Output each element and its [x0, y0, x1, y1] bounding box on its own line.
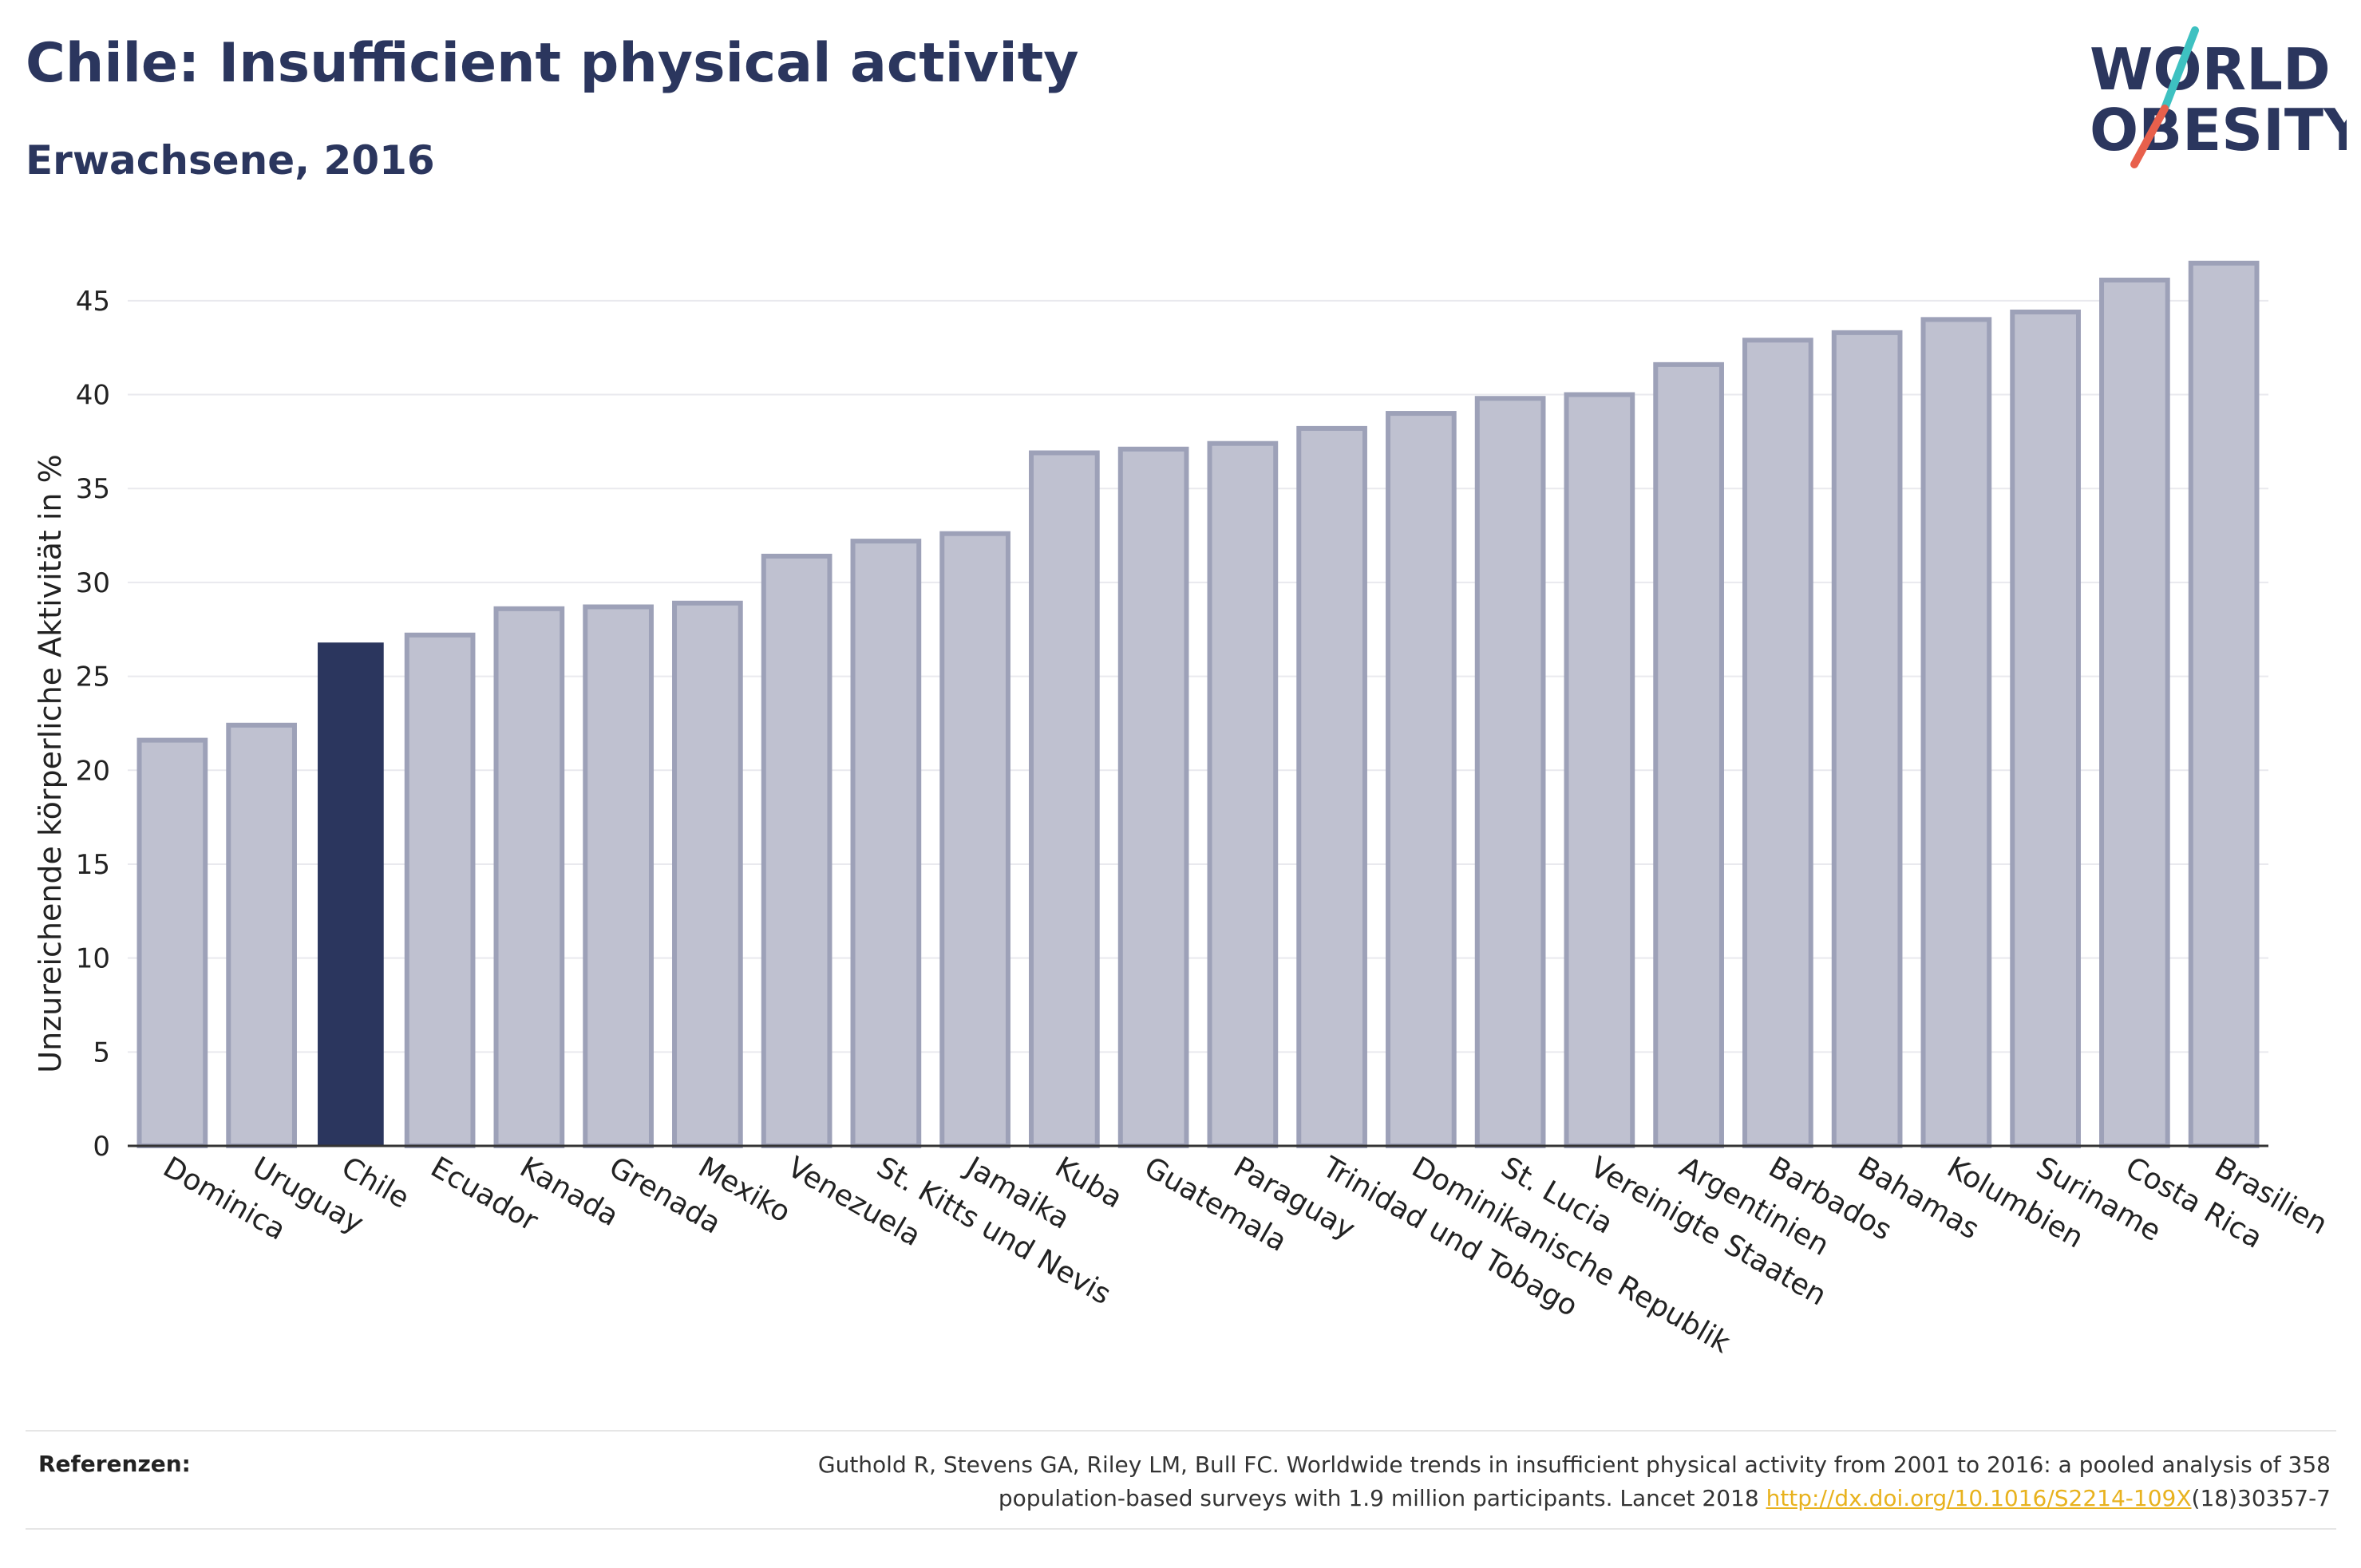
bar-paraguay	[1207, 440, 1279, 1148]
y-tick-label-0: 0	[93, 1131, 110, 1163]
bar-kanada	[493, 606, 565, 1148]
grid-lines	[128, 299, 2268, 1053]
bar-st-kitts-und-nevis	[850, 539, 922, 1148]
bar-venezuela	[761, 553, 832, 1148]
y-tick-label-15: 15	[76, 849, 110, 881]
y-tick-label-20: 20	[76, 755, 110, 787]
bar-kuba	[1029, 450, 1100, 1148]
bar-mexiko	[672, 600, 743, 1148]
bar-ecuador	[404, 632, 476, 1148]
references-text: Guthold R, Stevens GA, Riley LM, Bull FC…	[495, 1448, 2331, 1515]
y-tick-label-10: 10	[76, 943, 110, 975]
footer-divider-bottom	[26, 1528, 2336, 1530]
bar-kolumbien	[1920, 317, 1992, 1149]
bar-chile	[318, 642, 384, 1146]
reference-line1: Guthold R, Stevens GA, Riley LM, Bull FC…	[817, 1451, 2331, 1478]
y-tick-label-35: 35	[76, 473, 110, 505]
bar-guatemala	[1117, 446, 1189, 1148]
bar-brasilien	[2188, 260, 2260, 1148]
logo-slash-top	[2161, 26, 2199, 113]
reference-doi-link[interactable]: http://dx.doi.org/10.1016/S2214-109X	[1766, 1485, 2192, 1511]
reference-line2-end: (18)30357-7	[2191, 1485, 2331, 1511]
bar-st-lucia	[1474, 396, 1546, 1148]
bar-jamaika	[939, 531, 1010, 1148]
bar-suriname	[2010, 309, 2081, 1148]
bar-uruguay	[226, 722, 297, 1148]
y-tick-label-40: 40	[76, 380, 110, 412]
bar-bahamas	[1831, 330, 1903, 1148]
bar-vereinigte-staaten	[1564, 392, 1635, 1148]
y-tick-label-25: 25	[76, 662, 110, 693]
bar-barbados	[1742, 338, 1813, 1148]
bar-trinidad-und-tobago	[1296, 425, 1367, 1148]
y-tick-label-30: 30	[76, 567, 110, 599]
bar-argentinien	[1653, 361, 1724, 1148]
bars	[136, 260, 2260, 1149]
chart-subtitle: Erwachsene, 2016	[26, 137, 435, 184]
references-label: Referenzen:	[38, 1451, 191, 1477]
y-tick-label-45: 45	[76, 286, 110, 318]
logo-line1: WORLD	[2090, 36, 2331, 103]
bar-dominica	[136, 737, 208, 1148]
world-obesity-logo: WORLD OBESITY	[2090, 26, 2347, 168]
logo-line2: OBESITY	[2090, 97, 2347, 164]
bar-dominikanische-republik	[1386, 411, 1457, 1148]
chart-title: Chile: Insufficient physical activity	[26, 32, 1079, 95]
y-tick-label-5: 5	[93, 1037, 110, 1068]
reference-line2: population-based surveys with 1.9 millio…	[998, 1485, 1766, 1511]
bar-costa-rica	[2099, 277, 2170, 1149]
footer-divider-top	[26, 1430, 2336, 1432]
logo-slash-bottom	[2130, 105, 2169, 168]
y-axis-title: Unzureichende körperliche Aktivität in %	[33, 454, 68, 1072]
bar-grenada	[583, 604, 654, 1148]
